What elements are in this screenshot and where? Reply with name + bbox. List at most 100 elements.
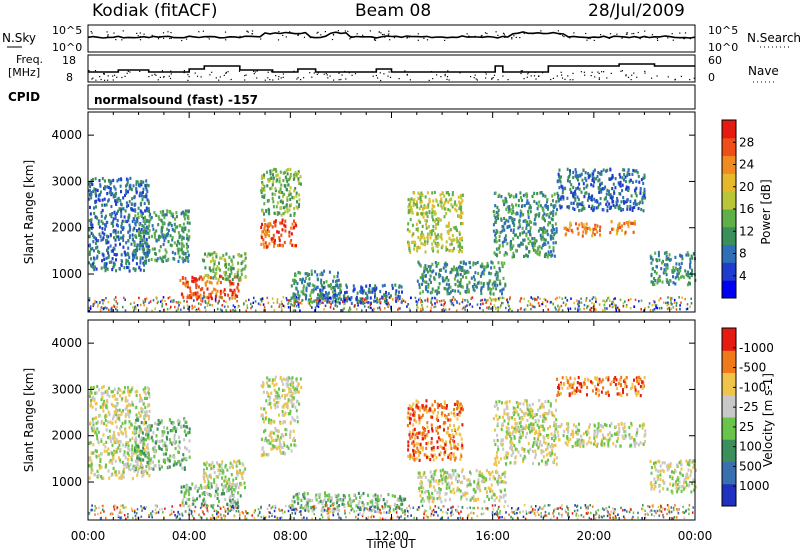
- echo-cell: [531, 241, 534, 245]
- echo-cell: [142, 261, 145, 265]
- echo-cell: [384, 307, 386, 310]
- echo-cell: [598, 228, 601, 233]
- echo-cell: [141, 256, 144, 260]
- echo-cell: [208, 280, 211, 284]
- echo-cell: [409, 250, 412, 254]
- echo-cell: [687, 270, 690, 274]
- echo-cell: [140, 236, 143, 240]
- echo-cell: [614, 177, 617, 181]
- y-tick-label: 4000: [51, 128, 82, 142]
- echo-cell: [100, 211, 103, 215]
- echo-cell: [240, 254, 243, 258]
- echo-cell: [141, 198, 144, 202]
- echo-cell: [234, 309, 237, 312]
- echo-cell: [594, 199, 597, 203]
- echo-cell: [334, 300, 336, 303]
- echo-cell: [555, 227, 558, 231]
- echo-cell: [667, 280, 670, 284]
- nave-dot: [572, 72, 574, 74]
- echo-cell: [103, 299, 105, 302]
- echo-cell: [620, 200, 623, 204]
- echo-cell: [447, 231, 450, 236]
- echo-cell: [120, 431, 123, 435]
- echo-cell: [428, 267, 431, 271]
- echo-cell: [145, 421, 148, 425]
- echo-cell: [159, 421, 161, 425]
- echo-cell: [604, 307, 606, 310]
- echo-cell: [496, 215, 499, 219]
- echo-cell: [289, 186, 292, 190]
- echo-cell: [143, 226, 146, 230]
- echo-cell: [92, 249, 95, 253]
- echo-cell: [116, 252, 119, 257]
- echo-cell: [150, 257, 153, 262]
- echo-cell: [122, 238, 125, 242]
- echo-cell: [315, 287, 317, 291]
- echo-cell: [603, 303, 606, 307]
- echo-cell: [164, 236, 167, 240]
- echo-cell: [373, 289, 376, 293]
- echo-cell: [324, 304, 327, 307]
- echo-cell: [100, 219, 103, 223]
- echo-cell: [493, 280, 496, 284]
- echo-cell: [113, 298, 116, 301]
- noise-dot: [381, 34, 384, 36]
- echo-cell: [280, 300, 283, 303]
- echo-cell: [422, 233, 425, 237]
- echo-cell: [467, 270, 470, 274]
- echo-cell: [421, 290, 424, 294]
- echo-cell: [589, 308, 591, 311]
- echo-cell: [97, 194, 100, 198]
- echo-cell: [618, 172, 621, 177]
- echo-cell: [212, 466, 215, 470]
- echo-cell: [107, 410, 110, 414]
- echo-cell: [286, 179, 289, 183]
- echo-cell: [135, 219, 138, 223]
- echo-cell: [112, 195, 115, 199]
- echo-cell: [543, 297, 546, 301]
- echo-cell: [128, 420, 131, 424]
- nave-dot: [161, 70, 163, 72]
- echo-cell: [122, 475, 125, 479]
- nave-dot: [383, 73, 385, 75]
- echo-cell: [270, 305, 273, 308]
- nave-dot: [95, 79, 97, 81]
- echo-cell: [585, 178, 588, 183]
- echo-cell: [499, 269, 502, 273]
- echo-cell: [112, 261, 115, 265]
- echo-cell: [123, 390, 126, 394]
- echo-cell: [245, 299, 247, 303]
- echo-cell: [420, 212, 423, 216]
- echo-cell: [448, 283, 451, 287]
- echo-cell: [92, 240, 95, 244]
- echo-cell: [107, 469, 110, 473]
- echo-cell: [263, 212, 265, 216]
- echo-cell: [660, 267, 663, 271]
- echo-cell: [408, 246, 411, 250]
- echo-cell: [296, 281, 299, 286]
- nave-dot: [256, 70, 258, 72]
- echo-cell: [494, 252, 497, 256]
- echo-cell: [379, 308, 382, 311]
- echo-cell: [657, 250, 660, 255]
- echo-cell: [524, 192, 527, 197]
- echo-cell: [127, 446, 130, 451]
- echo-cell: [241, 267, 244, 271]
- echo-cell: [222, 253, 225, 258]
- echo-cell: [291, 195, 294, 199]
- echo-cell: [129, 438, 132, 442]
- echo-cell: [165, 213, 168, 217]
- noise-dot: [408, 36, 410, 38]
- echo-cell: [148, 214, 151, 218]
- echo-cell: [495, 240, 498, 244]
- echo-cell: [92, 304, 94, 308]
- echo-cell: [534, 239, 537, 243]
- echo-cell: [535, 239, 538, 243]
- echo-cell: [107, 251, 110, 255]
- echo-cell: [547, 223, 550, 227]
- echo-cell: [161, 235, 164, 239]
- echo-cell: [318, 296, 321, 300]
- echo-cell: [230, 490, 233, 494]
- echo-cell: [556, 180, 559, 184]
- echo-cell: [542, 208, 545, 212]
